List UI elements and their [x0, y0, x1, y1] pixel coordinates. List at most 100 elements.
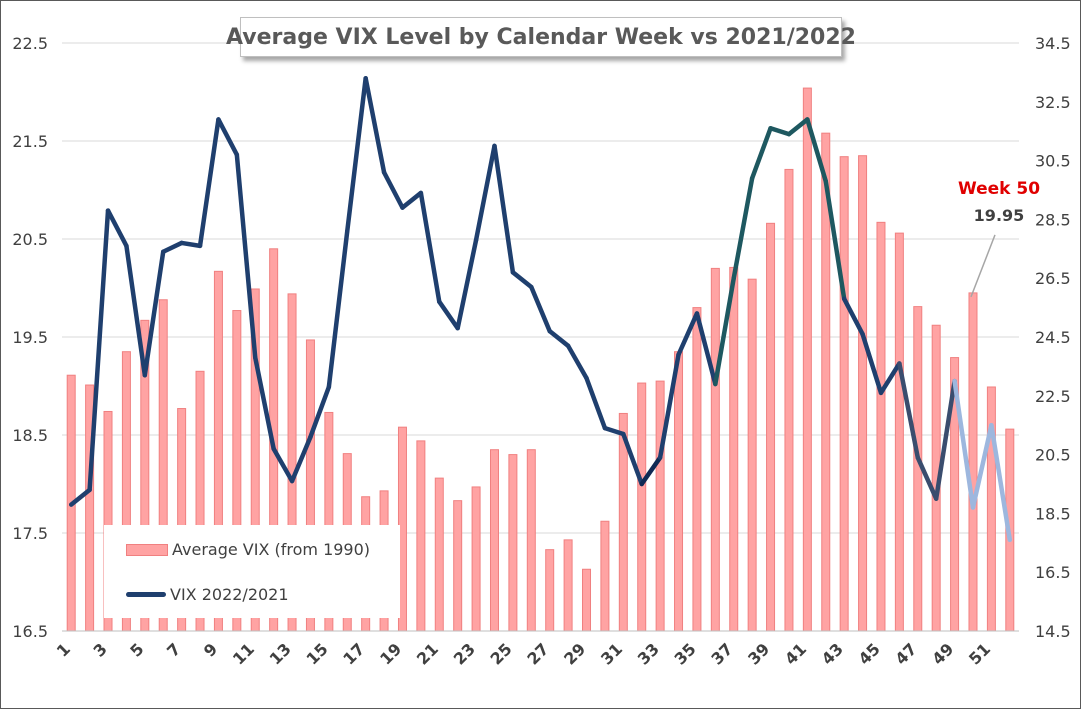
bar-week-29: [582, 568, 592, 632]
x-tick-label: 7: [163, 639, 184, 660]
x-tick-label: 47: [891, 639, 920, 668]
line-segment-week-18: [381, 170, 405, 210]
x-tick-label: 35: [671, 639, 700, 668]
y-right-tick-label: 24.5: [1035, 328, 1071, 347]
line-segment-week-33: [657, 352, 681, 460]
bar-week-25: [508, 454, 518, 632]
y-left-tick-label: 21.5: [12, 132, 48, 151]
y-right-tick-label: 32.5: [1035, 93, 1071, 112]
line-segment-week-51: [989, 422, 1013, 543]
line-segment-week-11: [252, 355, 276, 451]
y-left-tick-label: 17.5: [12, 524, 48, 543]
line-segment-week-32: [639, 455, 663, 487]
legend-label-average-vix: Average VIX (from 1990): [172, 540, 371, 559]
line-segment-week-16: [345, 76, 368, 234]
callout-leader-line: [970, 234, 996, 298]
bar-week-26: [526, 449, 536, 632]
bar-week-27: [545, 549, 555, 632]
bar-week-22: [453, 500, 463, 632]
line-segment-week-7: [179, 240, 203, 249]
bar-week-32: [637, 382, 647, 632]
y-left-tick-label: 18.5: [12, 426, 48, 445]
line-segment-week-2: [87, 208, 111, 493]
x-tick-label: 49: [928, 639, 957, 668]
line-segment-week-39: [768, 126, 792, 137]
line-segment-week-27: [547, 328, 571, 349]
x-tick-label: 27: [523, 639, 552, 668]
line-segment-week-15: [326, 228, 350, 390]
callout-label: Week 50: [958, 179, 1040, 199]
bar-week-24: [489, 449, 499, 632]
line-segment-week-12: [271, 446, 295, 484]
legend-swatch-line: [126, 592, 166, 597]
bar-week-40: [784, 168, 794, 632]
legend-swatch-bar: [126, 543, 168, 556]
x-tick-label: 33: [634, 639, 663, 668]
y-right-tick-label: 20.5: [1035, 446, 1071, 465]
x-axis: 1 3 5 7 9 11 13 15 17 19 21 23 25 27 29 31 33 35 37 39 41 43 4…: [53, 630, 1019, 669]
line-segment-week-4: [124, 243, 148, 378]
bar-week-37: [729, 266, 739, 632]
x-tick-label: 21: [413, 639, 442, 668]
x-tick-label: 13: [266, 639, 295, 668]
bar-week-46: [894, 232, 904, 632]
line-segment-week-38: [749, 126, 773, 181]
legend-item-vix-2022-2021: VIX 2022/2021: [126, 585, 289, 604]
line-segment-week-36: [713, 275, 736, 387]
line-segment-week-50: [970, 422, 994, 510]
chart-title-box: Average VIX Level by Calendar Week vs 20…: [226, 17, 856, 57]
bar-week-39: [766, 222, 776, 632]
y-left-tick-label: 22.5: [12, 34, 48, 53]
line-segment-week-14: [308, 384, 332, 440]
legend: Average VIX (from 1990) VIX 2022/2021: [104, 525, 400, 618]
bar-week-20: [416, 440, 426, 632]
x-tick-label: 15: [303, 639, 332, 668]
week-50-callout: Week 50 19.95: [958, 179, 1040, 298]
line-segment-week-20: [418, 190, 442, 304]
bar-week-34: [674, 351, 684, 632]
line-segment-week-8: [197, 117, 221, 249]
line-segment-week-24: [492, 143, 516, 275]
line-segment-week-25: [510, 270, 534, 290]
x-tick-label: 37: [707, 639, 736, 668]
bar-week-41: [802, 87, 812, 632]
line-segment-week-10: [234, 152, 258, 360]
bar-week-36: [710, 267, 720, 632]
bar-week-43: [839, 156, 849, 632]
x-tick-label: 17: [339, 639, 368, 668]
y-axis-left: 16.5 17.5 18.5 19.5 20.5 21.5 22.5: [12, 34, 48, 641]
y-right-tick-label: 30.5: [1035, 152, 1071, 171]
line-segment-week-22: [455, 237, 479, 331]
line-segment-week-41: [805, 117, 829, 184]
line-segment-week-17: [363, 76, 387, 175]
line-segment-week-1: [68, 487, 92, 507]
y-right-tick-label: 28.5: [1035, 210, 1071, 229]
line-segment-week-19: [400, 190, 424, 210]
bar-week-23: [471, 486, 481, 632]
x-tick-label: 11: [229, 639, 258, 668]
x-tick-label: 1: [53, 639, 74, 660]
callout-value: 19.95: [974, 206, 1025, 225]
y-left-tick-label: 19.5: [12, 328, 48, 347]
bar-week-35: [692, 307, 702, 632]
legend-label-vix-2022-2021: VIX 2022/2021: [170, 585, 289, 604]
x-tick-label: 45: [855, 639, 884, 668]
line-segment-week-34: [676, 311, 700, 357]
y-right-tick-label: 16.5: [1035, 563, 1071, 582]
line-segment-week-37: [731, 175, 755, 281]
bar-week-28: [563, 539, 573, 632]
line-segment-week-48: [933, 378, 957, 501]
line-segment-week-9: [216, 117, 240, 157]
y-right-tick-label: 26.5: [1035, 269, 1071, 288]
line-segment-week-28: [565, 343, 589, 381]
chart-title: Average VIX Level by Calendar Week vs 20…: [226, 24, 856, 50]
x-tick-label: 43: [818, 639, 847, 668]
x-tick-label: 3: [90, 639, 111, 660]
bar-week-33: [655, 380, 665, 632]
line-segment-week-29: [584, 375, 608, 431]
line-segment-week-43: [841, 296, 865, 337]
bar-week-45: [876, 221, 886, 632]
line-segment-week-30: [602, 425, 626, 437]
bar-week-50: [968, 292, 978, 632]
